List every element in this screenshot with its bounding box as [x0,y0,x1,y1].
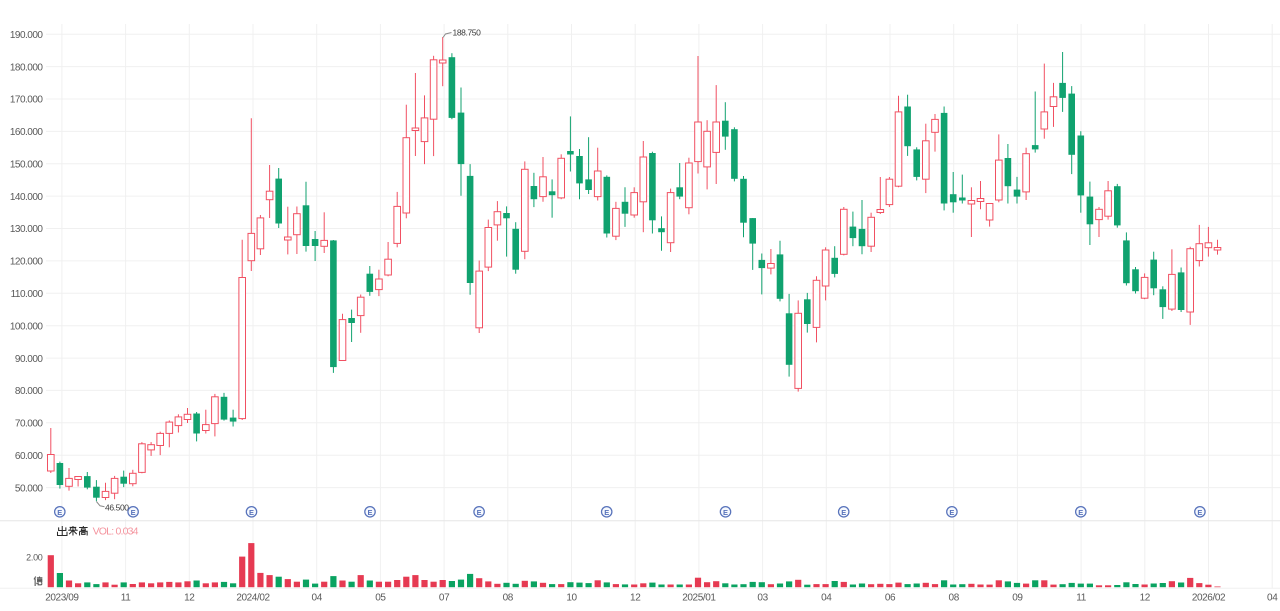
svg-text:12: 12 [630,592,641,603]
svg-text:08: 08 [949,592,960,603]
svg-text:11: 11 [1076,592,1086,603]
svg-text:80.000: 80.000 [15,386,44,397]
svg-text:04: 04 [312,592,323,603]
svg-text:70.000: 70.000 [15,419,44,430]
svg-text:60.000: 60.000 [15,451,44,462]
svg-text:10: 10 [566,592,577,603]
svg-text:46.500: 46.500 [105,502,129,512]
svg-text:E: E [723,508,728,517]
svg-text:E: E [477,508,482,517]
svg-text:110.000: 110.000 [11,289,44,300]
svg-text:2024/02: 2024/02 [236,592,270,603]
svg-text:E: E [1197,508,1202,517]
svg-text:08: 08 [503,592,514,603]
svg-text:130.000: 130.000 [10,224,44,235]
svg-text:2023/09: 2023/09 [45,592,79,603]
svg-text:03: 03 [757,592,768,603]
svg-text:11: 11 [121,592,131,603]
svg-text:E: E [1078,508,1083,517]
svg-text:05: 05 [375,592,386,603]
svg-text:E: E [57,508,62,517]
svg-text:09: 09 [1012,592,1023,603]
svg-text:06: 06 [885,592,896,603]
svg-text:190.000: 190.000 [10,30,44,41]
svg-text:120.000: 120.000 [10,257,44,268]
svg-text:12: 12 [1140,592,1151,603]
svg-text:160.000: 160.000 [10,127,44,138]
svg-text:04: 04 [821,592,832,603]
svg-text:E: E [249,508,254,517]
svg-text:2025/01: 2025/01 [682,592,716,603]
svg-text:E: E [841,508,846,517]
svg-text:2026/02: 2026/02 [1192,592,1226,603]
svg-text:100.000: 100.000 [10,321,44,332]
svg-text:140.000: 140.000 [10,192,44,203]
svg-text:170.000: 170.000 [10,95,44,106]
svg-text:180.000: 180.000 [10,62,44,73]
svg-text:2.00: 2.00 [26,553,43,563]
svg-text:E: E [604,508,609,517]
svg-text:07: 07 [439,592,450,603]
svg-text:90.000: 90.000 [15,354,44,365]
svg-text:04: 04 [1267,592,1278,603]
svg-text:E: E [949,508,954,517]
svg-text:150.000: 150.000 [10,159,44,170]
svg-text:12: 12 [184,592,195,603]
svg-text:E: E [367,508,372,517]
svg-text:188.750: 188.750 [453,27,482,37]
svg-text:50.000: 50.000 [15,483,44,494]
svg-text:E: E [131,508,136,517]
svg-text:VOL: 0.034: VOL: 0.034 [93,526,139,538]
